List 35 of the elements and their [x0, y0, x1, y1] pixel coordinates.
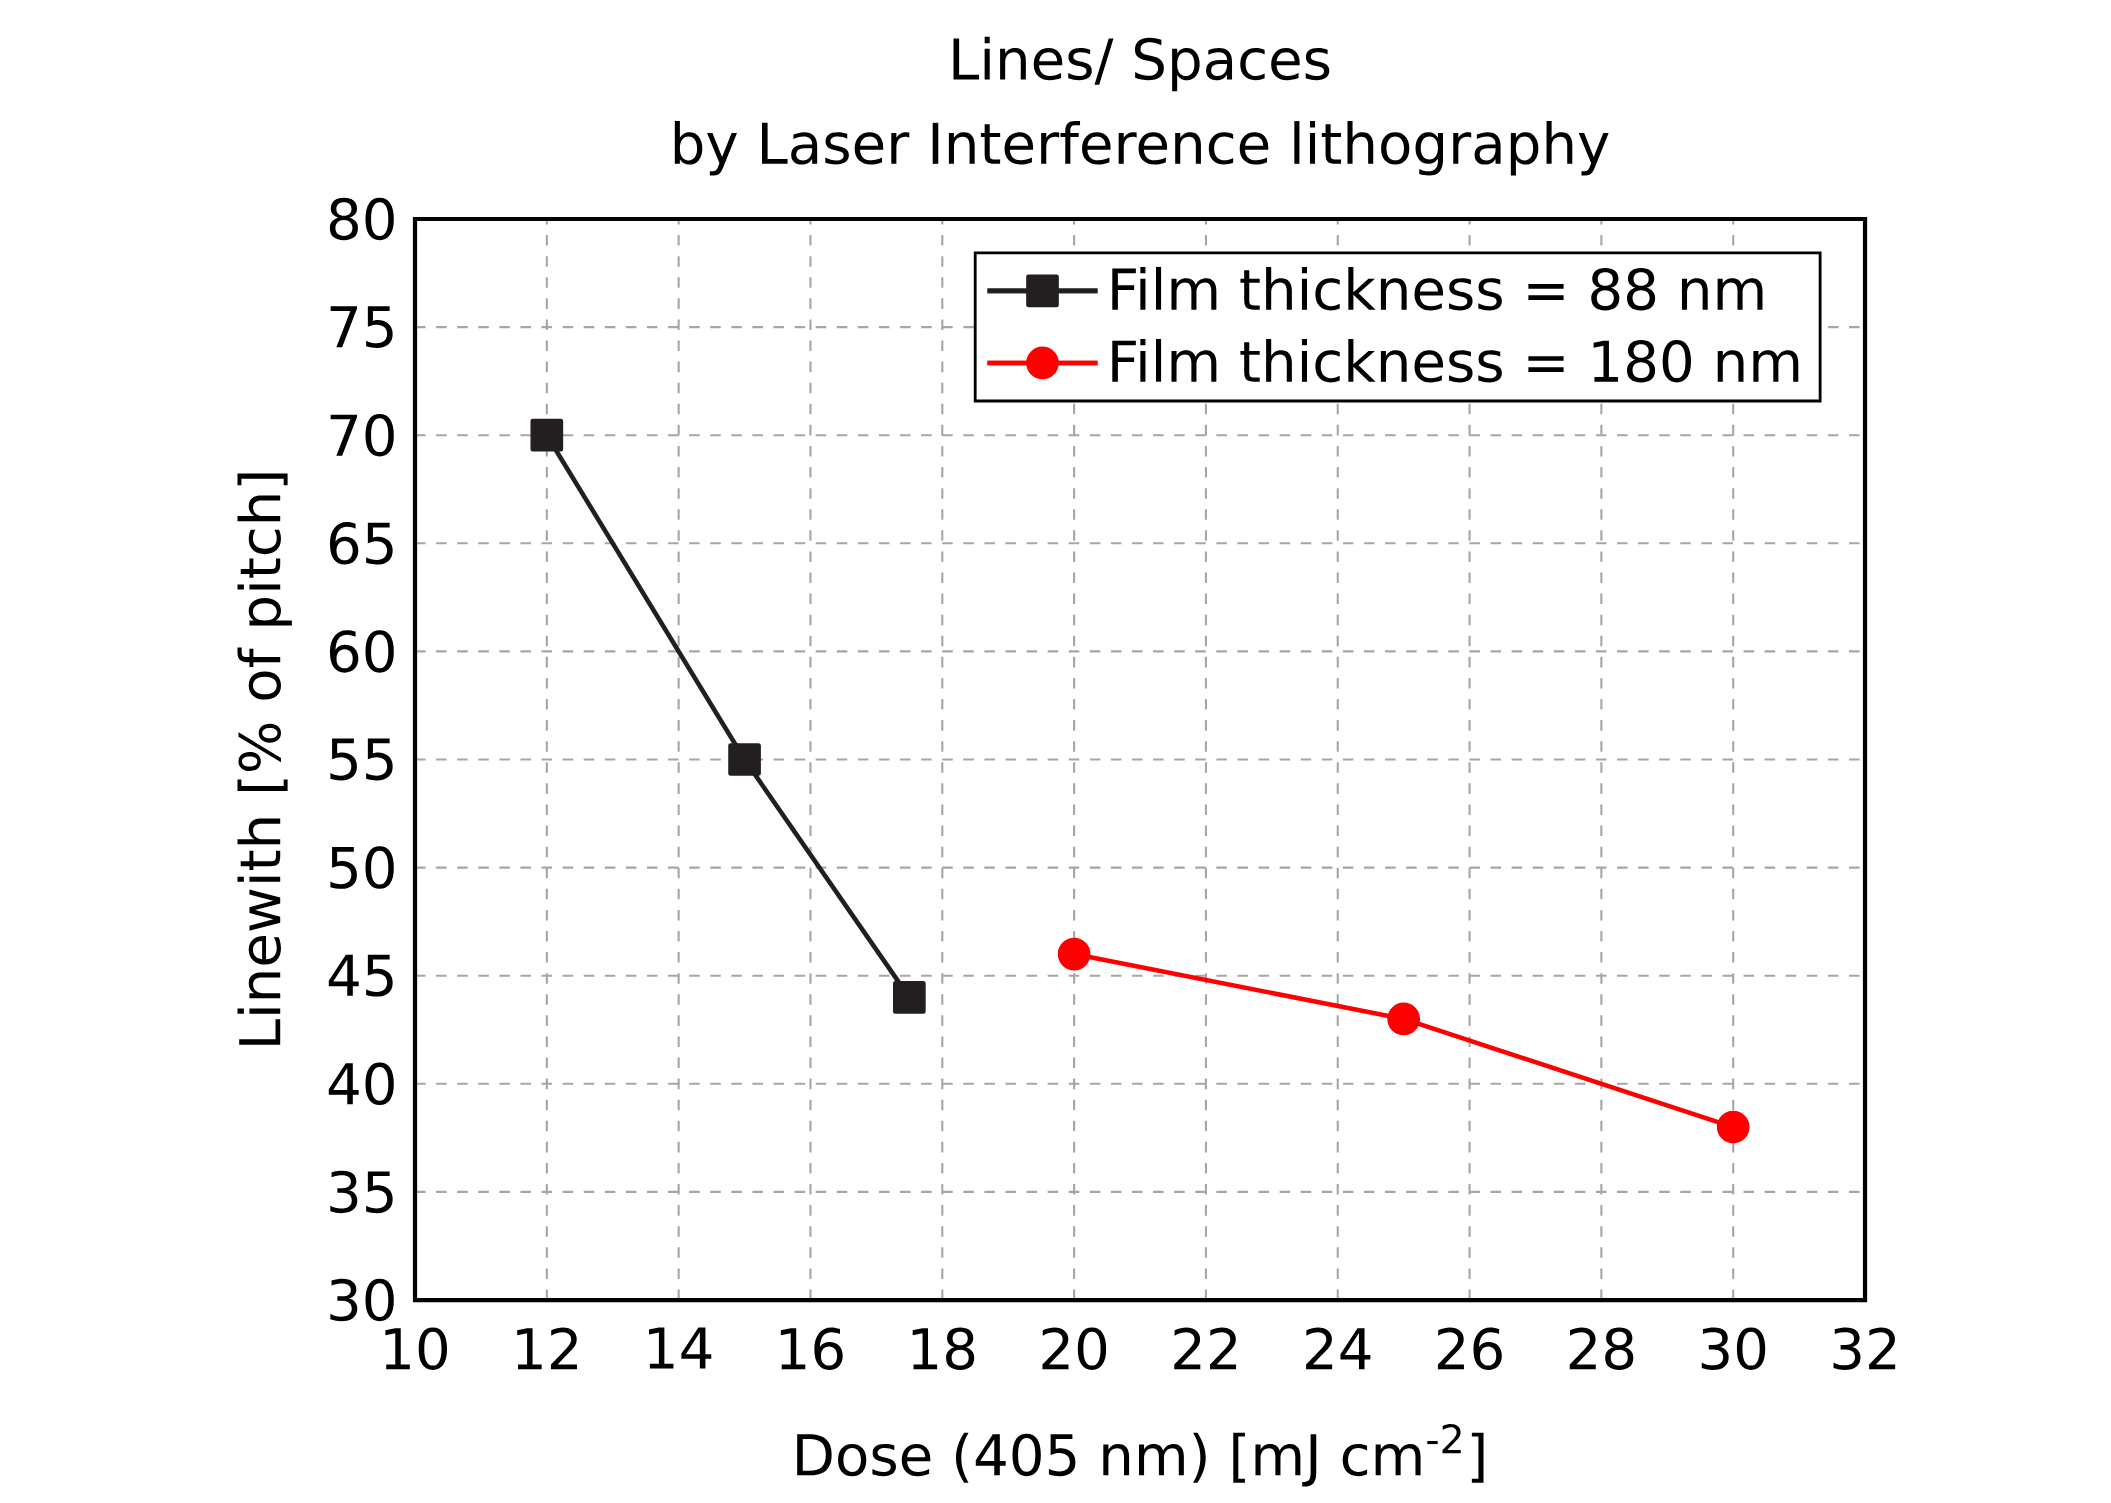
x-tick-label: 22: [1174, 1327, 1237, 1370]
y-tick-label: 40: [328, 1062, 394, 1106]
x-tick-label: 20: [1042, 1327, 1107, 1370]
point: [1387, 1002, 1421, 1036]
x-tick-label: 24: [1306, 1327, 1371, 1370]
chart-title: Lines/ Spaces: [953, 36, 1330, 92]
y-tick-label: 35: [330, 1170, 393, 1214]
point: [530, 418, 564, 452]
x-tick-label: 12: [517, 1327, 577, 1370]
y-tick-label: 45: [328, 954, 393, 997]
x-tick-label: 32: [1833, 1327, 1896, 1370]
legend-label: Film thickness = 88 nm: [1112, 266, 1763, 311]
chart-subtitle: by Laser Interference lithography: [674, 121, 1609, 176]
x-tick-label: 28: [1569, 1327, 1634, 1370]
y-axis-title: Linewith [% of pitch]: [237, 473, 292, 1045]
y-tick-label: 75: [330, 306, 393, 348]
y-tick-label: 50: [330, 846, 394, 889]
x-tick-label: 30: [1701, 1327, 1766, 1370]
x-tick-label: 18: [912, 1327, 975, 1370]
x-tick-label: 14: [649, 1327, 712, 1369]
x-axis-title: Dose (405 nm) [mJ cm$^{-2}$]: [797, 1424, 1484, 1487]
y-tick-label: 65: [329, 522, 393, 565]
point: [1057, 937, 1091, 971]
y-tick-label: 60: [329, 630, 394, 673]
y-tick-label: 55: [330, 738, 393, 781]
point: [1716, 1110, 1750, 1144]
x-tick-label: 10: [385, 1327, 448, 1370]
point: [728, 743, 761, 776]
point: [892, 980, 926, 1014]
legend-label: Film thickness = 180 nm: [1112, 338, 1799, 383]
x-tick-label: 26: [1437, 1327, 1502, 1370]
y-tick-label: 30: [330, 1278, 394, 1322]
y-tick-label: 80: [329, 197, 394, 241]
x-tick-label: 16: [780, 1327, 843, 1370]
y-tick-label: 70: [330, 413, 394, 457]
